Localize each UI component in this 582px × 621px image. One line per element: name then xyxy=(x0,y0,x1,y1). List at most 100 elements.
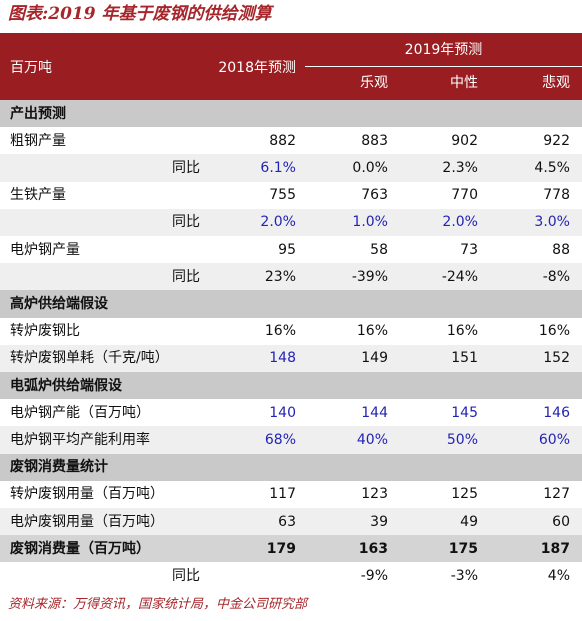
cell: 49 xyxy=(460,513,478,530)
cell: 2.0% xyxy=(442,214,478,231)
row-label: 电炉钢产能（百万吨） xyxy=(10,404,150,421)
table-row: 转炉废钢单耗（千克/吨） 148 149 151 152 xyxy=(0,344,582,372)
group-header: 2019年预测 xyxy=(404,42,483,58)
col-header: 乐观 xyxy=(360,75,388,91)
table-header: 百万吨 2018年预测 2019年预测 乐观 中性 悲观 xyxy=(0,33,582,100)
row-label: 废钢消费量统计 xyxy=(10,459,108,476)
table-row: 同比 6.1% 0.0% 2.3% 4.5% xyxy=(0,154,582,182)
col-header: 悲观 xyxy=(542,75,570,91)
cell: 763 xyxy=(361,187,388,204)
cell: 4.5% xyxy=(534,159,570,176)
cell: 6.1% xyxy=(260,159,296,176)
cell: 68% xyxy=(264,431,296,448)
cell: 2.0% xyxy=(260,214,296,231)
cell: 123 xyxy=(361,486,388,503)
row-label: 电炉钢产量 xyxy=(10,241,80,258)
row-label: 同比 xyxy=(172,214,200,231)
table-row: 废钢消费量（百万吨） 179 163 175 187 xyxy=(0,535,582,563)
cell: 2.3% xyxy=(442,159,478,176)
cell: 23% xyxy=(264,268,296,285)
cell: 16% xyxy=(264,323,296,340)
cell: 73 xyxy=(460,241,478,258)
row-label: 电炉钢平均产能利用率 xyxy=(10,431,150,448)
row-label: 高炉供给端假设 xyxy=(10,295,108,312)
table-row: 电炉钢平均产能利用率 68% 40% 50% 60% xyxy=(0,426,582,454)
cell: 3.0% xyxy=(534,214,570,231)
table-row: 同比 -9% -3% 4% xyxy=(0,562,582,589)
row-label: 同比 xyxy=(172,268,200,285)
row-label: 生铁产量 xyxy=(10,187,66,204)
cell: 146 xyxy=(543,404,570,421)
table-row: 同比 2.0% 1.0% 2.0% 3.0% xyxy=(0,208,582,236)
col-header: 中性 xyxy=(450,75,478,91)
cell: -9% xyxy=(360,567,388,584)
cell: 50% xyxy=(446,431,478,448)
table-row: 同比 23% -39% -24% -8% xyxy=(0,263,582,291)
table-row: 转炉废钢比 16% 16% 16% 16% xyxy=(0,318,582,345)
cell: -39% xyxy=(351,268,388,285)
section-row: 高炉供给端假设 xyxy=(0,290,582,318)
table-row: 电炉钢产能（百万吨） 140 144 145 146 xyxy=(0,399,582,426)
cell: 39 xyxy=(370,513,388,530)
cell: 149 xyxy=(361,350,388,367)
cell: 140 xyxy=(269,404,296,421)
cell: 125 xyxy=(451,486,478,503)
table-row: 电炉钢产量 95 58 73 88 xyxy=(0,236,582,263)
row-label: 电炉废钢用量（百万吨） xyxy=(10,513,164,530)
cell: 187 xyxy=(540,540,570,557)
row-label: 粗钢产量 xyxy=(10,132,66,149)
cell: 60% xyxy=(538,431,570,448)
cell: 144 xyxy=(361,404,388,421)
cell: 60 xyxy=(552,513,570,530)
cell: -8% xyxy=(542,268,570,285)
cell: 148 xyxy=(269,350,296,367)
cell: 0.0% xyxy=(352,159,388,176)
cell: 16% xyxy=(538,323,570,340)
table-row: 生铁产量 755 763 770 778 xyxy=(0,182,582,209)
row-label: 同比 xyxy=(172,159,200,176)
cell: 88 xyxy=(552,241,570,258)
cell: 770 xyxy=(451,187,478,204)
cell: 16% xyxy=(356,323,388,340)
source: 资料来源：万得资讯，国家统计局，中金公司研究部 xyxy=(8,597,308,612)
table-row: 粗钢产量 882 883 902 922 xyxy=(0,127,582,154)
cell: 40% xyxy=(356,431,388,448)
section-row: 电弧炉供给端假设 xyxy=(0,372,582,400)
section-row: 产出预测 xyxy=(0,100,582,128)
cell: 63 xyxy=(278,513,296,530)
row-label: 转炉废钢单耗（千克/吨） xyxy=(10,350,169,367)
cell: 1.0% xyxy=(352,214,388,231)
cell: 127 xyxy=(543,486,570,503)
row-label: 同比 xyxy=(172,567,200,584)
cell: 922 xyxy=(543,132,570,149)
cell: 902 xyxy=(451,132,478,149)
row-label: 废钢消费量（百万吨） xyxy=(10,540,150,557)
cell: 117 xyxy=(269,486,296,503)
cell: 152 xyxy=(543,350,570,367)
table-row: 电炉废钢用量（百万吨） 63 39 49 60 xyxy=(0,508,582,536)
cell: -3% xyxy=(450,567,478,584)
cell: 778 xyxy=(543,187,570,204)
cell: 145 xyxy=(451,404,478,421)
cell: 95 xyxy=(278,241,296,258)
section-row: 废钢消费量统计 xyxy=(0,453,582,481)
cell: 163 xyxy=(358,540,388,557)
cell: 151 xyxy=(451,350,478,367)
row-label: 转炉废钢比 xyxy=(10,323,80,340)
title: 图表:2019 年基于废钢的供给测算 xyxy=(8,4,272,24)
cell: 755 xyxy=(269,187,296,204)
cell: 175 xyxy=(448,540,478,557)
cell: 4% xyxy=(547,567,570,584)
cell: 882 xyxy=(269,132,296,149)
cell: 179 xyxy=(266,540,296,557)
cell: 16% xyxy=(446,323,478,340)
row-label: 转炉废钢用量（百万吨） xyxy=(10,486,164,503)
cell: -24% xyxy=(441,268,478,285)
cell: 58 xyxy=(370,241,388,258)
unit-header: 百万吨 xyxy=(10,60,52,76)
table-row: 转炉废钢用量（百万吨） 117 123 125 127 xyxy=(0,481,582,508)
col-header: 2018年预测 xyxy=(218,60,296,76)
row-label: 产出预测 xyxy=(10,105,66,122)
cell: 883 xyxy=(361,132,388,149)
